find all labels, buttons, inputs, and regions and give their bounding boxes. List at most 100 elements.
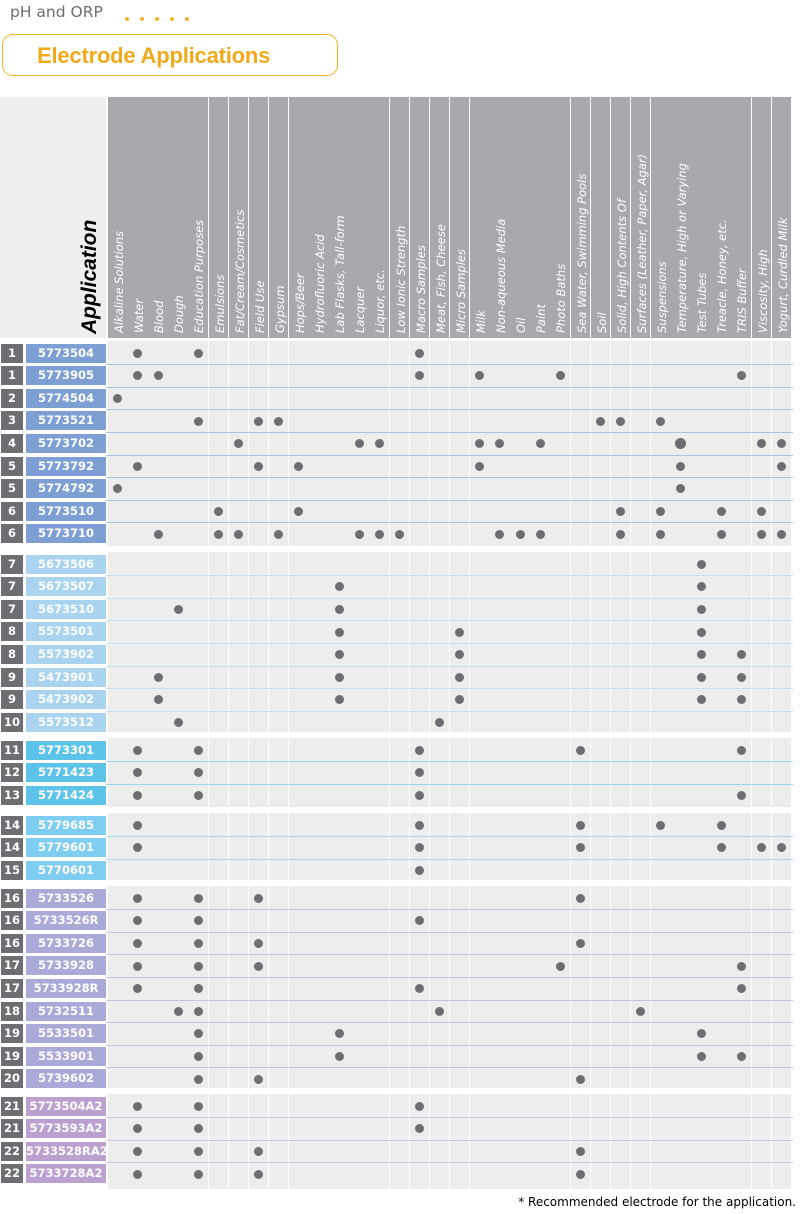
recommended-dot <box>193 1006 203 1016</box>
recommended-dot <box>133 768 143 778</box>
recommended-dot <box>414 843 424 853</box>
electrode-label: 5573501 <box>26 622 106 642</box>
row-number: 4 <box>1 433 23 453</box>
recommended-dot <box>414 1101 424 1111</box>
recommended-dot <box>656 416 666 426</box>
row-number: 16 <box>1 933 23 953</box>
recommended-dot <box>133 1124 143 1134</box>
recommended-dot <box>334 1052 344 1061</box>
table-corner <box>0 97 106 338</box>
recommended-dot <box>696 605 706 614</box>
recommended-dot <box>133 461 143 471</box>
recommended-dot <box>716 843 726 853</box>
row-divider <box>106 409 793 411</box>
column-header: Treacle, Honey, etc. <box>711 97 731 338</box>
column-stripe <box>108 341 128 1189</box>
row-number: 1 <box>1 366 23 386</box>
row-number: 11 <box>1 740 23 760</box>
column-stripe <box>268 341 289 1189</box>
recommended-dot <box>736 791 746 800</box>
column-header-label: Milk <box>474 310 488 333</box>
electrode-label: 5779601 <box>26 838 106 858</box>
column-header: Fat/Cream/Cosmetics <box>228 97 249 338</box>
recommended-dot <box>756 507 766 516</box>
recommended-dot <box>676 461 686 471</box>
recommended-dot <box>575 1074 585 1084</box>
page-title: Electrode Applications <box>37 43 271 68</box>
recommended-dot <box>153 695 163 705</box>
recommended-dot <box>334 582 344 592</box>
electrode-label: 5733726 <box>26 933 106 953</box>
column-header: Suspensions <box>651 97 671 338</box>
recommended-dot <box>455 672 465 682</box>
title-dots-decoration <box>125 6 200 25</box>
row-number: 17 <box>1 956 23 976</box>
recommended-dot <box>334 672 344 682</box>
column-header-label: Lab Flasks, Tall-form <box>333 215 348 333</box>
row-divider <box>106 665 793 667</box>
recommended-dot <box>555 371 565 381</box>
recommended-dot <box>716 820 726 830</box>
recommended-dot <box>414 745 424 755</box>
recommended-dot <box>153 371 163 381</box>
column-header-label: Soil <box>594 312 609 333</box>
row-divider <box>106 522 793 524</box>
electrode-label: 5773710 <box>26 524 106 544</box>
column-stripe <box>711 341 731 1189</box>
column-header-label: Water <box>132 298 147 333</box>
row-number: 20 <box>1 1069 23 1089</box>
row-number: 9 <box>1 690 23 710</box>
row-divider <box>106 1067 793 1069</box>
recommended-dot <box>756 843 766 853</box>
electrode-label: 5473902 <box>26 690 106 710</box>
column-header: Yogurt, Curdled Milk <box>771 97 792 338</box>
recommended-dot <box>435 1006 445 1016</box>
recommended-dot <box>736 650 746 660</box>
recommended-dot <box>475 439 485 449</box>
row-divider <box>106 597 793 599</box>
electrode-label: 5573902 <box>26 644 106 664</box>
electrode-label: 5773905 <box>26 366 106 386</box>
recommended-dot <box>334 1029 344 1039</box>
row-number: 17 <box>1 978 23 998</box>
column-stripe <box>490 341 510 1189</box>
column-header-label: Liquor, etc. <box>373 269 388 333</box>
row-number: 15 <box>1 860 23 880</box>
recommended-dot <box>475 461 485 471</box>
recommended-dot <box>133 961 143 971</box>
recommended-dot <box>575 820 585 830</box>
column-header: Surfaces (Leather, Paper, Agar) <box>630 97 651 338</box>
row-divider <box>106 1162 793 1164</box>
column-header-label: Surfaces (Leather, Paper, Agar) <box>634 153 649 333</box>
column-stripe <box>550 341 570 1189</box>
column-header-label: Education Purposes <box>192 219 207 333</box>
column-header-label: Fat/Cream/Cosmetics <box>232 209 247 333</box>
recommended-dot <box>455 650 465 660</box>
recommended-dot <box>193 1147 203 1156</box>
column-header-label: Lacquer <box>353 286 368 333</box>
recommended-dot <box>133 916 143 926</box>
column-stripe <box>691 341 711 1189</box>
row-number: 5 <box>1 479 23 499</box>
row-number: 21 <box>1 1119 23 1139</box>
row-divider <box>106 783 793 785</box>
column-stripe <box>651 341 671 1189</box>
recommended-dot <box>173 605 183 614</box>
recommended-dot <box>414 1124 424 1134</box>
electrode-label: 5773301 <box>26 740 106 760</box>
row-number: 12 <box>1 763 23 783</box>
column-header-label: Solid, High Contents Of <box>614 199 629 333</box>
recommended-dot <box>294 507 304 516</box>
recommended-dot <box>555 961 565 971</box>
recommended-dot <box>696 1029 706 1039</box>
recommended-dot <box>575 1147 585 1156</box>
recommended-dot <box>193 416 203 426</box>
electrode-label: 5473901 <box>26 667 106 687</box>
recommended-dot <box>113 484 123 494</box>
recommended-dot <box>374 439 384 449</box>
row-number: 7 <box>1 554 23 574</box>
column-stripe <box>731 341 751 1189</box>
electrode-label: 5773504 <box>26 343 106 363</box>
recommended-dot <box>475 371 485 381</box>
recommended-dot <box>535 439 545 449</box>
